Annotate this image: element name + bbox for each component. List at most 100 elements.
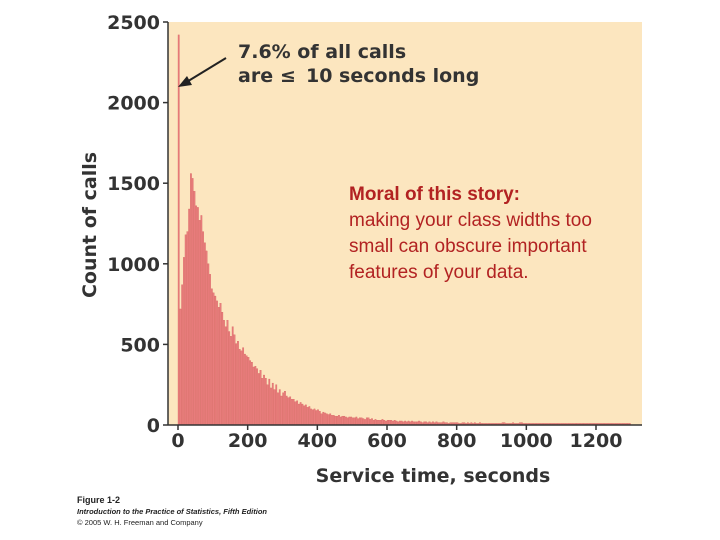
histogram-bar bbox=[357, 418, 359, 426]
histogram-bar bbox=[324, 412, 326, 426]
histogram-bar bbox=[322, 411, 325, 426]
histogram-bar bbox=[214, 295, 217, 426]
y-tick-label: 2000 bbox=[107, 93, 160, 115]
histogram-bar bbox=[308, 406, 311, 426]
histogram-bar bbox=[285, 395, 288, 426]
histogram-bar bbox=[191, 178, 194, 426]
histogram-bar bbox=[257, 373, 260, 426]
histogram-bar bbox=[298, 403, 300, 426]
x-tick-label: 1200 bbox=[570, 430, 623, 452]
x-tick-label: 400 bbox=[297, 430, 337, 452]
histogram-bar bbox=[259, 370, 262, 426]
histogram-bar bbox=[282, 392, 285, 426]
histogram-bar bbox=[203, 242, 206, 426]
histogram-bar bbox=[273, 389, 276, 426]
histogram-bar bbox=[197, 207, 199, 426]
histogram-bar bbox=[228, 331, 231, 426]
histogram-bar bbox=[270, 387, 272, 426]
histogram-bar bbox=[261, 378, 264, 426]
moral-text-box: Moral of this story: making your class w… bbox=[349, 182, 634, 286]
histogram-bar bbox=[207, 263, 210, 426]
histogram-bar bbox=[224, 326, 227, 426]
caption-copyright: © 2005 W. H. Freeman and Company bbox=[77, 518, 203, 527]
figure-caption: Figure 1-2 Introduction to the Practice … bbox=[77, 495, 337, 528]
histogram-bar bbox=[345, 416, 347, 426]
histogram-bar bbox=[202, 231, 204, 426]
histogram-bar bbox=[219, 303, 222, 426]
histogram-bar bbox=[318, 411, 321, 426]
histogram-bar bbox=[217, 307, 220, 426]
histogram-bar bbox=[205, 250, 208, 426]
histogram-bar bbox=[358, 417, 361, 426]
histogram-bar bbox=[353, 417, 356, 426]
histogram-bar bbox=[292, 399, 295, 426]
histogram-bar bbox=[336, 415, 339, 426]
histogram-bar bbox=[242, 347, 245, 426]
histogram-bar bbox=[231, 326, 234, 426]
histogram-bar bbox=[179, 308, 182, 426]
x-tick-label: 600 bbox=[367, 430, 407, 452]
x-axis-ticks: 0 200 400 600 800 1000 1200 bbox=[171, 425, 622, 452]
histogram-bar bbox=[367, 417, 370, 426]
histogram-bar bbox=[313, 408, 316, 426]
histogram-bar bbox=[280, 395, 283, 426]
histogram-bar bbox=[364, 419, 366, 426]
histogram-bar bbox=[325, 413, 328, 426]
histogram-bar bbox=[299, 402, 302, 426]
histogram-bar bbox=[181, 284, 184, 426]
histogram-bar bbox=[240, 350, 243, 426]
caption-book-title: Introduction to the Practice of Statisti… bbox=[77, 507, 268, 516]
histogram-bar bbox=[252, 366, 255, 426]
annotation: 7.6% of all calls are ≤ 10 seconds long bbox=[178, 41, 479, 87]
histogram-bar bbox=[277, 392, 279, 426]
y-axis-ticks: 0 500 1000 1500 2000 2500 bbox=[107, 12, 168, 437]
histogram-bar bbox=[339, 416, 342, 426]
histogram-bar bbox=[198, 220, 201, 426]
histogram-bar bbox=[291, 399, 293, 426]
histogram-bar bbox=[221, 312, 224, 426]
histogram-bar bbox=[188, 208, 191, 426]
histogram-bar bbox=[238, 349, 241, 426]
histogram-bar bbox=[350, 416, 353, 426]
histogram-bar bbox=[195, 205, 197, 426]
histogram-bar bbox=[233, 334, 236, 426]
histogram-bar bbox=[301, 403, 304, 426]
histogram-bar bbox=[230, 336, 232, 426]
histogram-bar bbox=[369, 419, 372, 426]
moral-body: making your class widths too small can o… bbox=[349, 210, 592, 283]
histogram-bar bbox=[352, 417, 354, 426]
y-tick-label: 0 bbox=[147, 415, 160, 437]
histogram-bar bbox=[355, 416, 358, 426]
histogram-bar bbox=[284, 390, 286, 426]
histogram-bar bbox=[348, 416, 351, 426]
x-tick-label: 1000 bbox=[500, 430, 553, 452]
x-axis-title: Service time, seconds bbox=[316, 465, 551, 487]
histogram-bar bbox=[296, 400, 299, 426]
histogram-bar bbox=[249, 360, 251, 426]
histogram-bar bbox=[254, 366, 257, 426]
histogram-bar bbox=[303, 405, 305, 426]
histogram-bar bbox=[381, 419, 384, 426]
histogram-bar bbox=[216, 300, 218, 426]
histogram-bar bbox=[327, 414, 330, 426]
histogram-bar bbox=[338, 415, 340, 426]
histogram-bar bbox=[365, 417, 368, 426]
histogram-bar bbox=[223, 320, 225, 426]
histogram-bar bbox=[186, 231, 189, 426]
histogram-bar bbox=[190, 173, 192, 426]
histogram-bar bbox=[184, 234, 187, 426]
histogram-bar bbox=[210, 288, 213, 426]
histogram-bar bbox=[237, 341, 239, 426]
y-tick-label: 1500 bbox=[107, 173, 160, 195]
histogram-bar bbox=[362, 418, 365, 426]
y-tick-label: 500 bbox=[120, 334, 160, 356]
histogram-bar bbox=[371, 418, 373, 426]
histogram-bar bbox=[271, 382, 274, 426]
histogram-bar bbox=[334, 415, 337, 426]
histogram-bar bbox=[320, 413, 323, 426]
histogram-bar bbox=[311, 409, 314, 426]
histogram-bar bbox=[341, 415, 344, 426]
histogram-bar bbox=[209, 274, 211, 426]
histogram-bar bbox=[294, 401, 297, 426]
histogram-bar bbox=[256, 368, 258, 426]
